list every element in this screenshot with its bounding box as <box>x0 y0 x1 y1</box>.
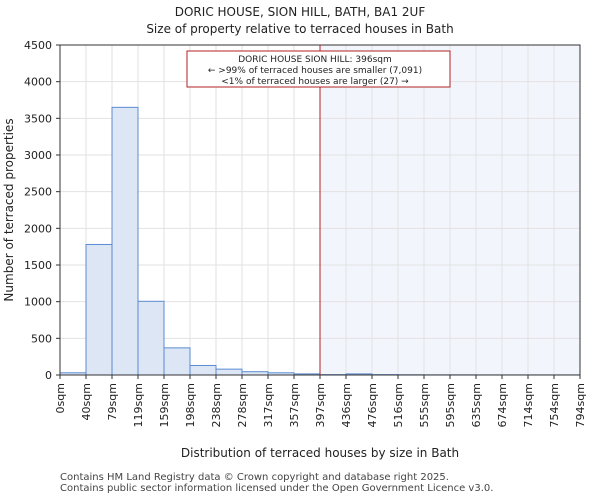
y-tick-label: 0 <box>45 369 52 382</box>
x-tick-label: 0sqm <box>54 383 67 413</box>
annotation-line-3: <1% of terraced houses are larger (27) → <box>221 77 409 87</box>
x-tick-label: 40sqm <box>80 383 93 420</box>
y-axis-label: Number of terraced properties <box>2 118 16 301</box>
x-tick-label: 317sqm <box>262 383 275 427</box>
y-tick-label: 4000 <box>24 76 52 89</box>
x-tick-label: 198sqm <box>184 383 197 427</box>
x-tick-label: 278sqm <box>236 383 249 427</box>
y-tick-label: 500 <box>31 332 52 345</box>
x-axis-label: Distribution of terraced houses by size … <box>181 446 459 460</box>
x-tick-label: 397sqm <box>314 383 327 427</box>
x-tick-label: 119sqm <box>132 383 145 427</box>
histogram-bar <box>85 243 113 376</box>
x-tick-label: 357sqm <box>288 383 301 427</box>
chart-title-block: DORIC HOUSE, SION HILL, BATH, BA1 2UF Si… <box>0 4 600 38</box>
x-tick-label: 436sqm <box>340 383 353 427</box>
chart-subtitle: Size of property relative to terraced ho… <box>146 22 454 36</box>
x-tick-label: 794sqm <box>574 383 587 427</box>
x-tick-label: 754sqm <box>548 383 561 427</box>
x-tick-label: 238sqm <box>210 383 223 427</box>
x-tick-label: 159sqm <box>158 383 171 427</box>
attribution-footer: Contains HM Land Registry data © Crown c… <box>60 472 493 494</box>
histogram-bar <box>111 106 139 376</box>
x-tick-label: 674sqm <box>496 383 509 427</box>
attribution-line-2: Contains public sector information licen… <box>60 483 494 494</box>
attribution-line-1: Contains HM Land Registry data © Crown c… <box>60 472 449 483</box>
annotation-box <box>186 50 451 88</box>
histogram-bar <box>215 368 243 376</box>
y-tick-label: 3000 <box>24 149 52 162</box>
x-tick-label: 635sqm <box>470 383 483 427</box>
histogram-bar <box>137 300 165 376</box>
annotation-line-1: DORIC HOUSE SION HILL: 396sqm <box>238 55 392 65</box>
x-tick-label: 516sqm <box>392 383 405 427</box>
x-tick-label: 595sqm <box>444 383 457 427</box>
histogram-bar <box>189 364 217 376</box>
y-tick-label: 1000 <box>24 296 52 309</box>
y-tick-label: 3500 <box>24 112 52 125</box>
x-tick-label: 79sqm <box>106 383 119 420</box>
histogram-bar <box>163 347 191 376</box>
x-tick-label: 714sqm <box>522 383 535 427</box>
y-tick-label: 4500 <box>24 39 52 52</box>
chart-title: DORIC HOUSE, SION HILL, BATH, BA1 2UF <box>174 5 426 19</box>
y-tick-label: 2500 <box>24 186 52 199</box>
y-tick-label: 1500 <box>24 259 52 272</box>
x-tick-label: 476sqm <box>366 383 379 427</box>
x-tick-label: 555sqm <box>418 383 431 427</box>
y-tick-label: 2000 <box>24 222 52 235</box>
annotation-line-2: ← >99% of terraced houses are smaller (7… <box>208 66 422 76</box>
